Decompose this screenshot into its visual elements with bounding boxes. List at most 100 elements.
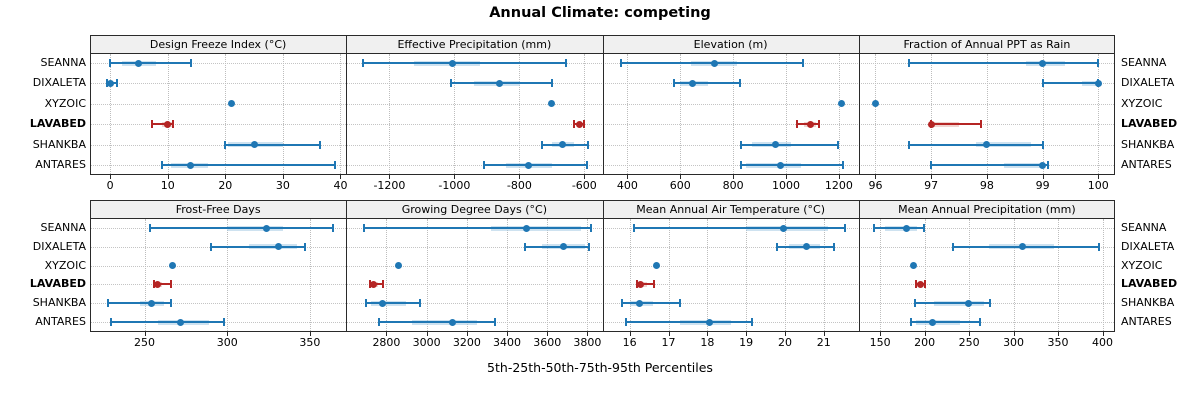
axis-tick-label: 400 bbox=[1092, 336, 1114, 349]
panel-header-effective-precipitation-mm: Effective Precipitation (mm) bbox=[397, 38, 552, 51]
whisker-cap-low-seanna bbox=[363, 224, 366, 232]
whisker-cap-low-lavabed bbox=[795, 120, 798, 129]
whisker-cap-high-seanna bbox=[802, 59, 805, 67]
site-label-right-xyzoic: XYZOIC bbox=[1121, 96, 1163, 110]
panel-separator bbox=[346, 200, 348, 332]
axis-tick-label: 10 bbox=[160, 179, 175, 192]
percentile-whisker-antares bbox=[741, 164, 843, 166]
whisker-cap-high-dixaleta bbox=[303, 242, 306, 251]
median-dot-seanna bbox=[711, 59, 719, 67]
gridline bbox=[733, 54, 735, 174]
axis-tick-label: 40 bbox=[333, 179, 348, 192]
whisker-cap-high-lavabed bbox=[924, 280, 927, 289]
median-dot-seanna bbox=[1039, 59, 1047, 67]
whisker-cap-low-antares bbox=[110, 318, 113, 326]
median-dot-lavabed bbox=[164, 120, 172, 128]
axis-tick-label: 17 bbox=[661, 336, 676, 349]
site-label-left-seanna: SEANNA bbox=[40, 221, 86, 234]
panel-separator bbox=[602, 35, 604, 175]
percentile-whisker-seanna bbox=[149, 227, 334, 229]
site-label-left-xyzoic: XYZOIC bbox=[44, 96, 86, 110]
panel-header-mean-annual-precipitation-mm: Mean Annual Precipitation (mm) bbox=[898, 203, 1076, 216]
axis-tick-label: 100 bbox=[1087, 179, 1109, 192]
axis-tick-label: 98 bbox=[979, 179, 994, 192]
axis-tick bbox=[1042, 175, 1044, 179]
gridline bbox=[309, 219, 311, 331]
gridline bbox=[547, 219, 549, 331]
whisker-cap-low-shankba bbox=[107, 299, 110, 308]
median-dot-shankba bbox=[147, 299, 155, 307]
panel-header-growing-degree-days-c: Growing Degree Days (°C) bbox=[401, 203, 548, 216]
axis-tick bbox=[986, 175, 988, 179]
percentile-whisker-antares bbox=[111, 321, 224, 323]
axis-tick-label: 3200 bbox=[452, 336, 481, 349]
axis-tick bbox=[707, 332, 709, 336]
gridline bbox=[144, 219, 146, 331]
whisker-cap-high-antares bbox=[493, 318, 496, 326]
median-dot-antares bbox=[524, 161, 532, 169]
percentile-whisker-dixaleta bbox=[674, 82, 740, 85]
percentile-whisker-seanna bbox=[633, 227, 846, 229]
site-label-left-lavabed: LAVABED bbox=[29, 117, 86, 131]
gridline bbox=[746, 219, 748, 331]
site-label-left-xyzoic: XYZOIC bbox=[44, 258, 86, 272]
whisker-cap-low-seanna bbox=[872, 224, 875, 232]
axis-tick bbox=[507, 332, 509, 336]
percentile-whisker-shankba bbox=[908, 143, 1043, 146]
axis-tick bbox=[519, 175, 521, 179]
site-label-right-antares: ANTARES bbox=[1121, 158, 1172, 171]
median-dot-xyzoic bbox=[394, 262, 402, 270]
axis-tick-label: 250 bbox=[134, 336, 156, 349]
whisker-cap-high-antares bbox=[333, 161, 336, 169]
site-label-right-seanna: SEANNA bbox=[1121, 56, 1167, 69]
axis-tick-label: 300 bbox=[1003, 336, 1025, 349]
whisker-cap-low-lavabed bbox=[914, 280, 917, 289]
axis-tick bbox=[784, 332, 786, 336]
median-dot-lavabed bbox=[916, 280, 924, 288]
panel-header-fraction-of-annual-ppt-as-rain: Fraction of Annual PPT as Rain bbox=[903, 38, 1071, 51]
site-label-right-dixaleta: DIXALETA bbox=[1121, 239, 1175, 253]
axis-tick bbox=[1098, 175, 1100, 179]
whisker-cap-high-shankba bbox=[319, 140, 322, 149]
axis-tick bbox=[746, 332, 748, 336]
whisker-cap-low-seanna bbox=[362, 59, 365, 67]
median-dot-dixaleta bbox=[802, 243, 810, 251]
gridline bbox=[587, 219, 589, 331]
whisker-cap-high-dixaleta bbox=[738, 79, 741, 88]
whisker-cap-high-dixaleta bbox=[588, 242, 591, 251]
whisker-cap-high-seanna bbox=[844, 224, 847, 232]
median-dot-xyzoic bbox=[838, 100, 846, 108]
site-label-right-shankba: SHANKBA bbox=[1121, 137, 1175, 151]
percentile-whisker-shankba bbox=[225, 143, 321, 146]
percentile-whisker-shankba bbox=[621, 302, 681, 305]
whisker-cap-low-shankba bbox=[907, 140, 910, 149]
whisker-cap-high-shankba bbox=[988, 299, 991, 308]
whisker-cap-low-lavabed bbox=[368, 280, 371, 289]
site-label-left-seanna: SEANNA bbox=[40, 56, 86, 69]
whisker-cap-high-seanna bbox=[590, 224, 593, 232]
panel-separator bbox=[602, 200, 604, 332]
gridline bbox=[282, 54, 284, 174]
median-dot-antares bbox=[929, 318, 937, 326]
axis-tick bbox=[426, 332, 428, 336]
percentile-whisker-shankba bbox=[366, 302, 421, 305]
median-dot-lavabed bbox=[154, 280, 162, 288]
axis-tick-label: 20 bbox=[218, 179, 233, 192]
site-label-right-lavabed: LAVABED bbox=[1121, 277, 1178, 291]
median-dot-xyzoic bbox=[910, 262, 918, 270]
whisker-cap-high-dixaleta bbox=[832, 242, 835, 251]
panel-separator bbox=[858, 200, 860, 332]
whisker-cap-high-lavabed bbox=[172, 120, 175, 129]
gridline bbox=[466, 219, 468, 331]
axis-tick bbox=[386, 332, 388, 336]
median-dot-shankba bbox=[635, 299, 643, 307]
axis-tick bbox=[389, 175, 391, 179]
whisker-cap-low-antares bbox=[930, 161, 933, 169]
whisker-cap-low-antares bbox=[740, 161, 743, 169]
whisker-cap-high-seanna bbox=[189, 59, 192, 67]
gridline bbox=[584, 54, 586, 174]
whisker-cap-low-seanna bbox=[619, 59, 622, 67]
panel-header-mean-annual-air-temperature-c: Mean Annual Air Temperature (°C) bbox=[636, 203, 825, 216]
whisker-cap-low-antares bbox=[624, 318, 627, 326]
